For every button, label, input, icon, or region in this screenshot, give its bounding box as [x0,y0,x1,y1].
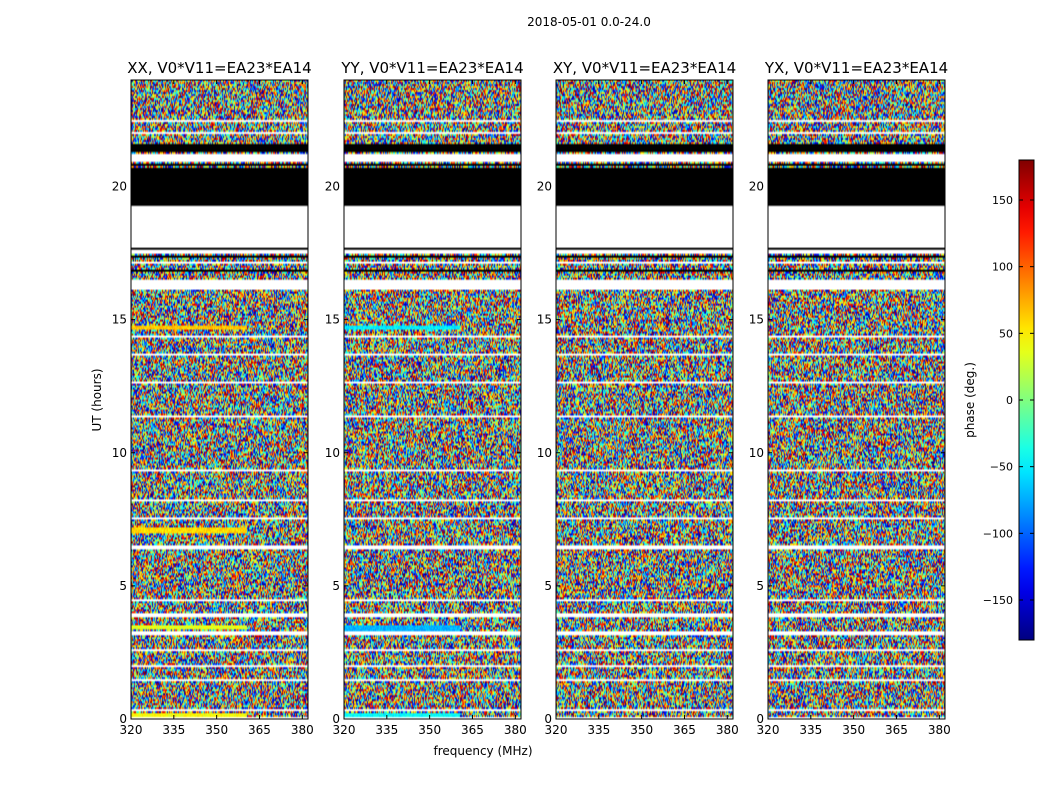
colorbar: −150 −100 −50 0 50 100 150 [983,159,1035,641]
x-tick-label: 380 [928,723,951,737]
axes-frame [343,79,522,720]
panel-title: XY, V0*V11=EA23*EA14 [553,59,736,77]
x-tick-label: 320 [120,723,143,737]
colorbar-tick-label: −100 [983,527,1013,540]
phase-heatmap [344,80,521,719]
y-tick-label: 20 [325,180,340,194]
x-tick-label: 320 [333,723,356,737]
panel-yx: YX, V0*V11=EA23*EA14 320 335 350 365 380 0 5 10 1… [749,59,951,737]
panel-title: XX, V0*V11=EA23*EA14 [127,59,311,77]
x-tick-label: 320 [757,723,780,737]
x-tick-label: 350 [842,723,865,737]
x-tick-label: 350 [205,723,228,737]
y-tick-label: 5 [756,579,764,593]
x-tick-label: 380 [504,723,527,737]
panel-yy: YY, V0*V11=EA23*EA14 320 335 350 365 380 0 5 10 1… [325,59,527,737]
panel-title: YX, V0*V11=EA23*EA14 [764,59,948,77]
phase-heatmap [768,80,945,719]
y-tick-label: 5 [119,579,127,593]
colorbar-label: phase (deg.) [963,362,977,438]
x-tick-label: 335 [162,723,185,737]
phase-heatmap [131,80,308,719]
colorbar-tick-label: 50 [999,327,1013,340]
y-tick-label: 20 [112,180,127,194]
y-tick-label: 15 [537,313,552,327]
y-tick-label: 20 [749,180,764,194]
y-tick-label: 10 [325,446,340,460]
x-tick-label: 380 [716,723,739,737]
y-tick-label: 20 [537,180,552,194]
y-tick-label: 15 [749,313,764,327]
phase-heatmap [556,80,733,719]
y-axis-label: UT (hours) [90,368,104,431]
x-tick-label: 380 [291,723,314,737]
panel-title: YY, V0*V11=EA23*EA14 [340,59,523,77]
x-tick-label: 365 [885,723,908,737]
x-tick-label: 365 [248,723,271,737]
colorbar-tick-label: 100 [992,261,1013,274]
x-tick-label: 350 [630,723,653,737]
colorbar-tick-label: −150 [983,594,1013,607]
figure-title: 2018-05-01 0.0-24.0 [527,15,651,29]
x-tick-label: 335 [587,723,610,737]
y-tick-label: 5 [332,579,340,593]
y-tick-label: 10 [749,446,764,460]
colorbar-tick-label: 0 [1006,394,1013,407]
x-axis-label: frequency (MHz) [433,744,532,758]
y-tick-label: 15 [325,313,340,327]
colorbar-tick-label: −50 [990,461,1013,474]
y-tick-label: 5 [544,579,552,593]
x-tick-label: 365 [461,723,484,737]
x-tick-label: 335 [799,723,822,737]
y-tick-label: 0 [544,712,552,726]
y-tick-label: 15 [112,313,127,327]
y-tick-label: 0 [119,712,127,726]
heatmap-panels: XX, V0*V11=EA23*EA14 320 335 350 365 380 0 5 10 1… [112,59,951,737]
panel-xy: XY, V0*V11=EA23*EA14 320 335 350 365 380 0 5 10 1… [537,59,739,737]
x-tick-label: 320 [545,723,568,737]
y-tick-label: 10 [537,446,552,460]
y-tick-label: 0 [756,712,764,726]
axes-frame [767,79,946,720]
x-tick-label: 365 [673,723,696,737]
x-tick-label: 350 [418,723,441,737]
axes-frame [555,79,734,720]
y-tick-label: 10 [112,446,127,460]
axes-frame [130,79,309,720]
x-tick-label: 335 [375,723,398,737]
y-tick-label: 0 [332,712,340,726]
panel-xx: XX, V0*V11=EA23*EA14 320 335 350 365 380 0 5 10 1… [112,59,314,737]
colorbar-tick-label: 150 [992,194,1013,207]
